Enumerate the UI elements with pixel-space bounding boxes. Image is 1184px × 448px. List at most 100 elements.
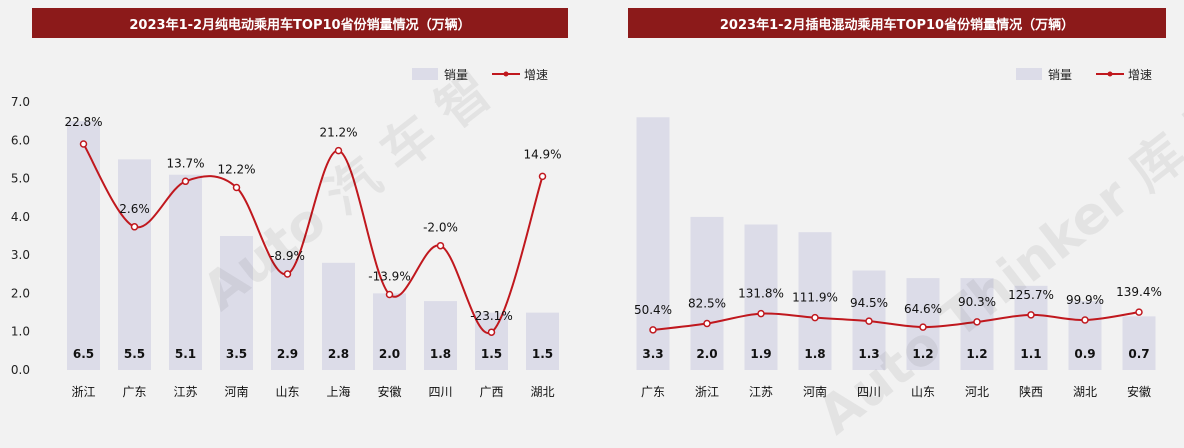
- growth-point: [487, 328, 496, 336]
- growth-point: [181, 177, 190, 186]
- bar-value-label: 0.7: [1128, 347, 1149, 361]
- growth-label: -8.9%: [270, 249, 305, 263]
- y-tick-label: 2.0: [11, 286, 30, 300]
- growth-label: 99.9%: [1066, 293, 1104, 307]
- growth-point: [538, 172, 547, 181]
- growth-label: 22.8%: [64, 115, 102, 129]
- bar: [1014, 285, 1048, 370]
- bar-value-label: 2.8: [328, 347, 349, 361]
- category-label: 上海: [326, 384, 350, 399]
- bar-value-label: 1.2: [912, 347, 933, 361]
- category-label: 广东: [122, 385, 146, 399]
- y-tick-label: 4.0: [11, 210, 30, 224]
- bar: [220, 236, 253, 370]
- bar-value-label: 1.3: [858, 347, 879, 361]
- y-tick-label: 3.0: [11, 248, 30, 262]
- growth-point: [703, 319, 711, 328]
- legend-marker-growth: [1107, 71, 1113, 77]
- growth-label: 14.9%: [523, 147, 561, 161]
- bar-value-label: 1.1: [1020, 347, 1041, 361]
- bar: [322, 262, 355, 370]
- growth-label: 94.5%: [850, 296, 888, 310]
- bar-value-label: 1.5: [481, 347, 502, 361]
- growth-label: 21.2%: [319, 126, 357, 140]
- growth-point: [1081, 316, 1089, 324]
- category-label: 山东: [911, 385, 935, 399]
- growth-label: 139.4%: [1116, 285, 1162, 299]
- y-tick-label: 1.0: [11, 325, 30, 339]
- bar: [526, 312, 559, 370]
- category-label: 四川: [857, 385, 881, 399]
- growth-point: [232, 183, 241, 192]
- bar: [1122, 316, 1156, 370]
- y-tick-label: 7.0: [11, 95, 30, 109]
- bar-value-label: 2.0: [696, 347, 717, 361]
- growth-label: -2.0%: [423, 221, 458, 235]
- growth-point: [385, 290, 394, 299]
- growth-point: [811, 313, 819, 322]
- category-label: 河南: [803, 384, 827, 399]
- bar: [169, 174, 202, 370]
- bar: [373, 293, 406, 370]
- growth-label: 111.9%: [792, 291, 838, 305]
- legend-label-sales: 销量: [1048, 68, 1072, 82]
- category-label: 陕西: [1019, 384, 1043, 399]
- bar-value-label: 5.5: [124, 347, 145, 361]
- ev-chart-panel: 2023年1-2月纯电动乘用车TOP10省份销量情况（万辆） 0.0 1.0 2.0…: [0, 0, 588, 424]
- growth-label: 82.5%: [688, 297, 726, 311]
- category-label: 山东: [275, 385, 299, 399]
- bar: [118, 159, 151, 370]
- growth-label: -13.9%: [368, 270, 410, 284]
- growth-point: [973, 318, 981, 326]
- category-label: 江苏: [173, 385, 197, 399]
- bar: [67, 121, 100, 370]
- growth-point: [649, 326, 657, 334]
- growth-point: [1135, 308, 1143, 316]
- growth-point: [283, 270, 292, 278]
- growth-label: 13.7%: [166, 156, 204, 170]
- growth-point: [919, 323, 927, 331]
- phev-chart-panel: 2023年1-2月插电混动乘用车TOP10省份销量情况（万辆） 3.3 广东 2.0…: [596, 0, 1184, 424]
- legend-label-growth: 增速: [1128, 68, 1152, 82]
- growth-point: [334, 146, 343, 155]
- bar-value-label: 3.5: [226, 347, 247, 361]
- y-tick-label: 6.0: [11, 133, 30, 147]
- growth-label: 2.6%: [119, 202, 150, 216]
- growth-label: 50.4%: [634, 303, 672, 317]
- growth-label: -23.1%: [470, 309, 512, 323]
- bar: [690, 216, 724, 370]
- category-label: 广东: [641, 385, 665, 399]
- category-label: 浙江: [695, 385, 719, 399]
- y-tick-label: 5.0: [11, 172, 30, 186]
- bar-value-label: 2.9: [277, 347, 298, 361]
- category-label: 安徽: [1127, 384, 1151, 399]
- legend-marker-growth: [503, 71, 509, 77]
- growth-point: [1027, 311, 1035, 319]
- growth-point: [865, 317, 873, 325]
- growth-label: 125.7%: [1008, 288, 1054, 302]
- bar-value-label: 3.3: [642, 347, 663, 361]
- category-label: 广西: [479, 385, 503, 399]
- growth-point: [436, 241, 445, 250]
- category-label: 河北: [965, 385, 989, 399]
- growth-label: 131.8%: [738, 287, 784, 301]
- category-label: 河南: [224, 384, 248, 399]
- category-label: 江苏: [749, 385, 773, 399]
- bar-value-label: 6.5: [73, 347, 94, 361]
- growth-label: 12.2%: [217, 163, 255, 177]
- legend-swatch-sales: [1016, 68, 1042, 80]
- category-label: 湖北: [1073, 384, 1097, 399]
- bar-value-label: 0.9: [1074, 347, 1095, 361]
- growth-line: [82, 143, 544, 335]
- bar: [424, 301, 457, 370]
- bar-value-label: 2.0: [379, 347, 400, 361]
- ev-chart-svg: 0.0 1.0 2.0 3.0 4.0 5.0 6.0 7.0 6.5 浙江 5.5 广东 5.1 江苏 3…: [11, 68, 562, 399]
- bar-value-label: 1.5: [532, 347, 553, 361]
- growth-point: [757, 309, 765, 318]
- legend-swatch-sales: [412, 68, 438, 80]
- bar: [475, 312, 508, 370]
- category-label: 安徽: [377, 384, 401, 399]
- phev-chart-title: 2023年1-2月插电混动乘用车TOP10省份销量情况（万辆）: [628, 8, 1166, 38]
- growth-point: [130, 223, 139, 231]
- legend-label-growth: 增速: [524, 68, 548, 82]
